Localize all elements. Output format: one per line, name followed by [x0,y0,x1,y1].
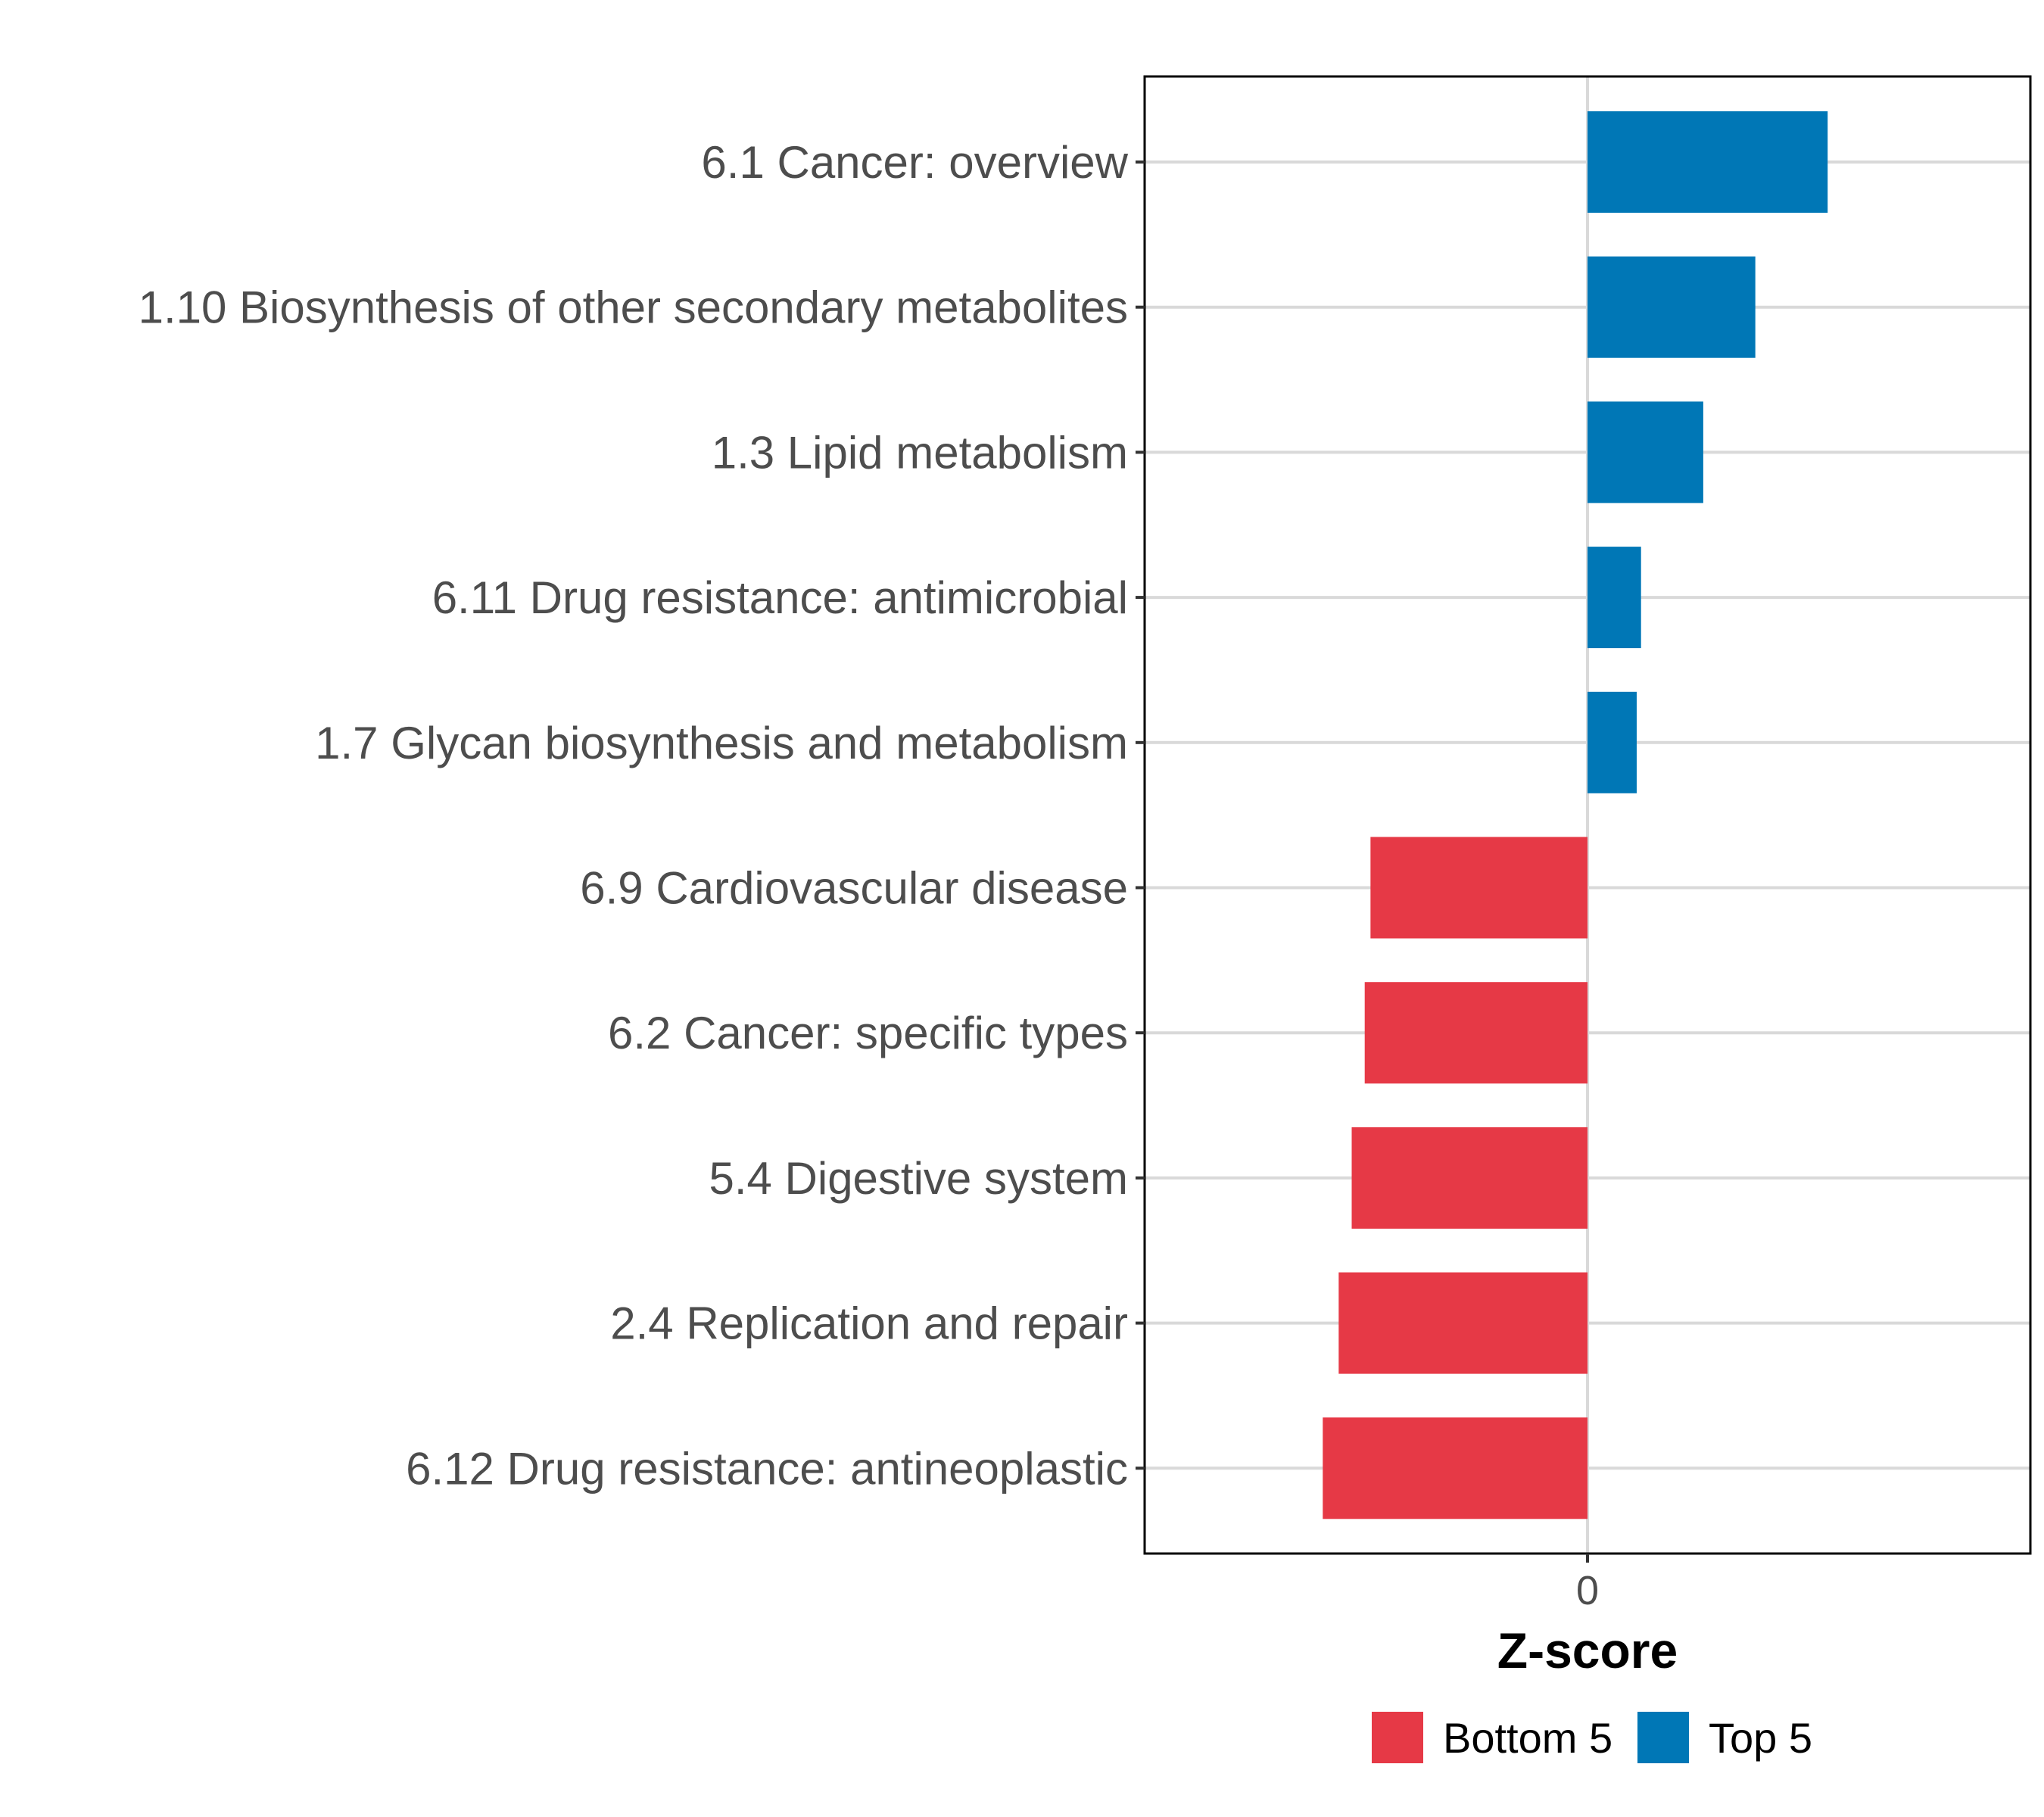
y-tick-label: 6.12 Drug resistance: antineoplastic [406,1443,1128,1494]
bar-4 [1588,547,1641,649]
y-tick-label: 6.9 Cardiovascular disease [580,863,1128,914]
bars [1323,111,1828,1519]
legend-label: Bottom 5 [1443,1714,1612,1762]
y-tick-label: 1.3 Lipid metabolism [712,427,1128,478]
x-axis: 0 [1576,1554,1599,1613]
bar-5 [1588,691,1637,793]
legend-swatch-bottom-5 [1372,1712,1423,1763]
x-axis-title: Z-score [1497,1622,1678,1678]
bar-3 [1588,401,1703,503]
bar-2 [1588,256,1756,358]
bar-6 [1370,837,1588,939]
y-axis: 6.1 Cancer: overview 1.10 Biosynthesis of… [139,137,1145,1494]
legend: Bottom 5 Top 5 [1372,1712,1812,1763]
y-tick-label: 1.10 Biosynthesis of other secondary met… [139,282,1128,333]
y-tick-label: 6.1 Cancer: overview [701,137,1128,188]
x-tick-label: 0 [1576,1568,1599,1613]
bar-9 [1338,1272,1588,1374]
y-tick-label: 1.7 Glycan biosynthesis and metabolism [315,718,1128,768]
y-tick-label: 2.4 Replication and repair [610,1298,1128,1349]
y-tick-label: 6.11 Drug resistance: antimicrobial [432,572,1128,623]
bar-1 [1588,111,1828,213]
y-tick-label: 5.4 Digestive system [709,1153,1128,1204]
y-tick-label: 6.2 Cancer: specific types [608,1008,1128,1058]
bar-10 [1323,1417,1588,1519]
legend-swatch-top-5 [1637,1712,1689,1763]
bar-7 [1364,982,1588,1084]
legend-label: Top 5 [1709,1714,1812,1762]
bar-8 [1351,1127,1588,1229]
